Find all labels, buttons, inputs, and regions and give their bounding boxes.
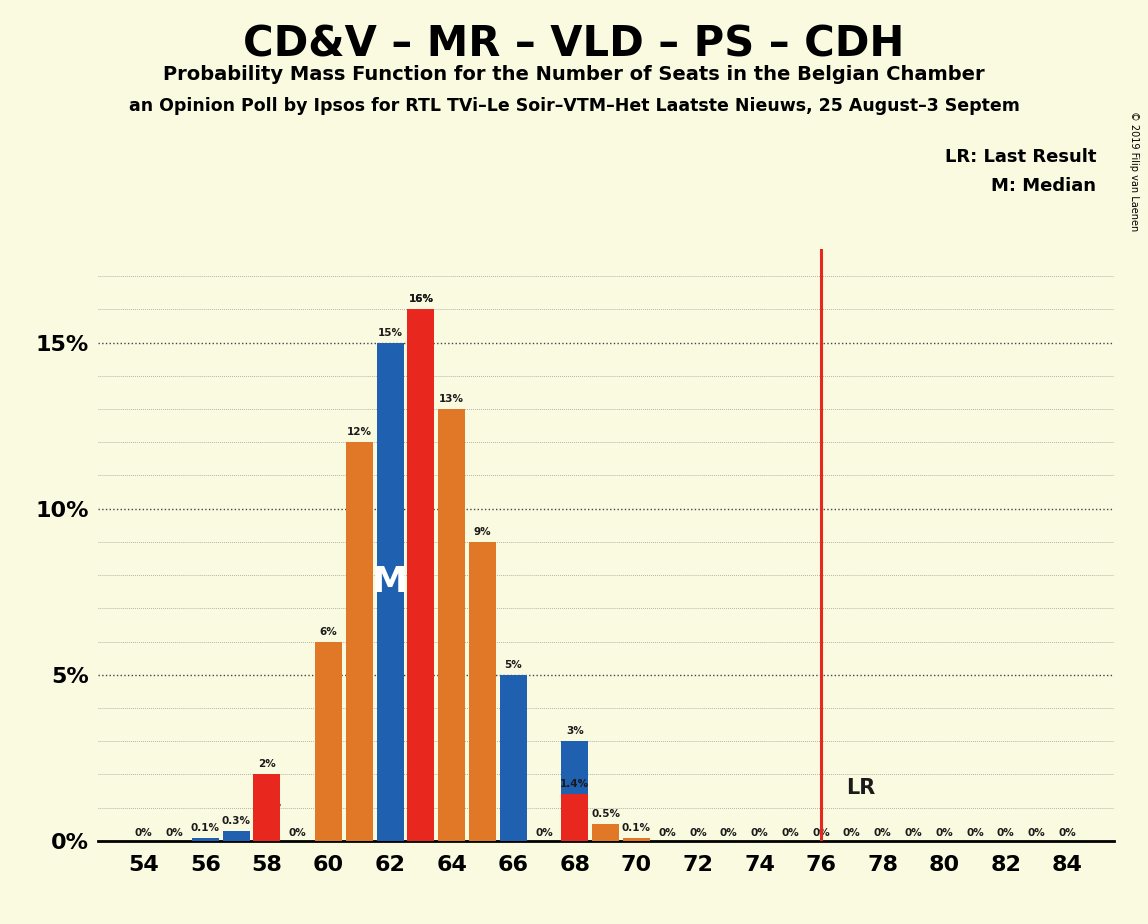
Text: M: Median: M: Median xyxy=(992,177,1096,195)
Text: 0%: 0% xyxy=(289,828,307,838)
Bar xyxy=(408,310,434,841)
Text: 0.1%: 0.1% xyxy=(622,822,651,833)
Text: 6%: 6% xyxy=(319,626,338,637)
Bar xyxy=(377,343,404,841)
Bar xyxy=(223,831,249,841)
Bar xyxy=(623,837,650,841)
Bar xyxy=(346,443,373,841)
Text: 0%: 0% xyxy=(658,828,676,838)
Text: 15%: 15% xyxy=(378,327,403,337)
Text: 0.5%: 0.5% xyxy=(591,809,620,820)
Bar xyxy=(592,824,619,841)
Text: 0%: 0% xyxy=(874,828,892,838)
Text: 5%: 5% xyxy=(504,660,522,670)
Text: M: M xyxy=(372,565,408,599)
Text: 0.8%: 0.8% xyxy=(253,799,281,809)
Text: 0%: 0% xyxy=(134,828,153,838)
Text: 0%: 0% xyxy=(1058,828,1077,838)
Text: 0.3%: 0.3% xyxy=(222,816,250,826)
Text: 9%: 9% xyxy=(474,527,491,537)
Text: 1.4%: 1.4% xyxy=(560,779,589,789)
Text: 0%: 0% xyxy=(535,828,553,838)
Text: 13%: 13% xyxy=(440,394,464,404)
Text: LR: Last Result: LR: Last Result xyxy=(945,148,1096,165)
Bar xyxy=(408,310,434,841)
Text: 16%: 16% xyxy=(409,295,433,304)
Bar xyxy=(192,837,219,841)
Bar xyxy=(254,774,280,841)
Text: 2%: 2% xyxy=(258,760,276,770)
Text: an Opinion Poll by Ipsos for RTL TVi–Le Soir–VTM–Het Laatste Nieuws, 25 August–3: an Opinion Poll by Ipsos for RTL TVi–Le … xyxy=(129,97,1019,115)
Text: 0%: 0% xyxy=(165,828,184,838)
Text: Probability Mass Function for the Number of Seats in the Belgian Chamber: Probability Mass Function for the Number… xyxy=(163,65,985,84)
Bar xyxy=(254,814,280,841)
Bar xyxy=(439,409,465,841)
Text: CD&V – MR – VLD – PS – CDH: CD&V – MR – VLD – PS – CDH xyxy=(243,23,905,65)
Text: 0%: 0% xyxy=(905,828,922,838)
Text: 0%: 0% xyxy=(967,828,984,838)
Text: 12%: 12% xyxy=(347,427,372,437)
Text: 0%: 0% xyxy=(1027,828,1046,838)
Text: 0%: 0% xyxy=(751,828,768,838)
Bar xyxy=(315,641,342,841)
Bar xyxy=(499,675,527,841)
Text: 3%: 3% xyxy=(566,726,583,736)
Bar xyxy=(468,541,496,841)
Text: 0%: 0% xyxy=(936,828,953,838)
Text: 16%: 16% xyxy=(409,295,433,304)
Text: 0%: 0% xyxy=(782,828,799,838)
Text: 0%: 0% xyxy=(812,828,830,838)
Text: 0.1%: 0.1% xyxy=(191,822,219,833)
Text: 0%: 0% xyxy=(689,828,707,838)
Text: LR: LR xyxy=(846,778,875,797)
Text: 0%: 0% xyxy=(720,828,738,838)
Text: © 2019 Filip van Laenen: © 2019 Filip van Laenen xyxy=(1130,111,1139,231)
Bar xyxy=(561,741,588,841)
Text: 0%: 0% xyxy=(996,828,1015,838)
Text: 0%: 0% xyxy=(843,828,861,838)
Bar xyxy=(561,795,588,841)
